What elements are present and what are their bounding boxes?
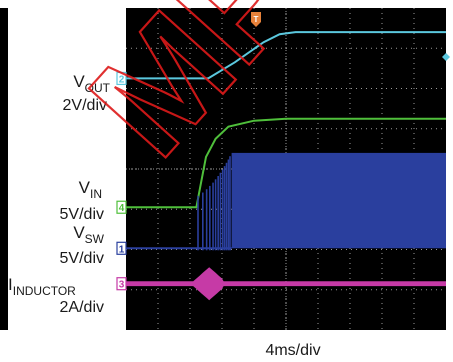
vout-channel-number: 2 <box>119 74 125 85</box>
vsw-switching-band <box>231 152 446 249</box>
iinductor-trace <box>126 267 446 301</box>
iinductor-channel-number: 3 <box>119 280 125 291</box>
waveform-traces <box>126 31 446 301</box>
iinductor-label: IINDUCTOR <box>8 275 76 298</box>
vout-scale: 2V/div <box>63 97 107 114</box>
vsw-channel-marker <box>116 241 127 255</box>
trigger-marker-label: T <box>254 15 259 24</box>
iinductor-channel-marker <box>116 277 127 291</box>
vin-scale: 5V/div <box>60 206 104 223</box>
channel-labels: VOUT 2V/div VIN 5V/div VSW 5V/div IINDUC… <box>8 72 111 316</box>
channel-markers: 2 4 1 3 <box>116 71 127 291</box>
vsw-label: VSW <box>73 223 104 246</box>
vin-channel-marker <box>116 200 127 214</box>
diamond-marker-icon <box>442 53 450 61</box>
vout-trace <box>126 31 446 80</box>
vin-label: VIN <box>79 178 102 201</box>
time-scale-label: 4ms/div <box>265 342 320 359</box>
trigger-marker: T <box>251 12 261 27</box>
vsw-channel-number: 1 <box>119 244 125 255</box>
left-panel-edge <box>0 8 8 330</box>
vsw-scale: 5V/div <box>60 250 104 267</box>
iinductor-scale: 2A/div <box>60 299 104 316</box>
vout-label: VOUT <box>73 72 110 95</box>
vin-channel-number: 4 <box>119 203 125 214</box>
vout-channel-marker <box>116 71 127 86</box>
